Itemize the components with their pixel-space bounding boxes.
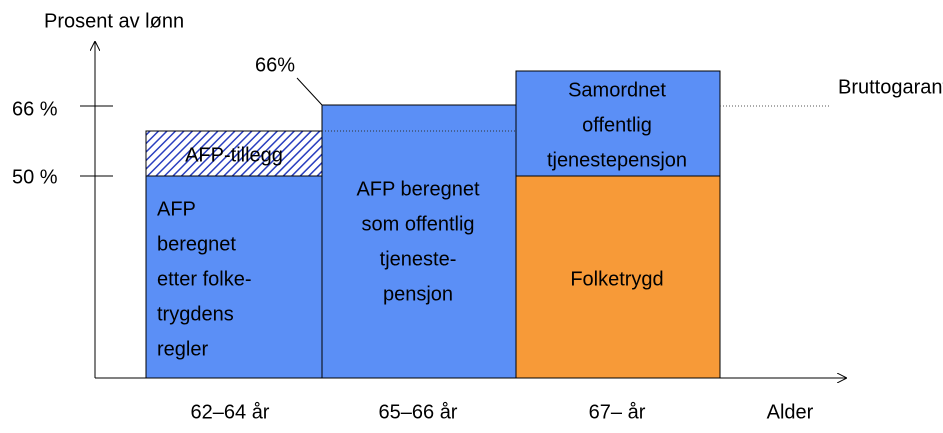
block-label-line: regler	[157, 338, 208, 360]
period-label: 62–64 år	[191, 401, 270, 423]
afp-offentlig-block	[321, 104, 517, 379]
annotation: 66%	[255, 54, 295, 76]
block-label-line: beregnet	[157, 233, 236, 255]
block-label-line: offentlig	[582, 114, 652, 136]
block-label: AFP-tillegg	[185, 144, 283, 166]
multi-line-labels: AFP beregnet etter folke-trygdens regler AFP…	[157, 79, 687, 360]
folketrygd-block	[515, 175, 721, 379]
block-label-line: pensjon	[383, 283, 453, 305]
block-label-line: AFP beregnet	[356, 178, 479, 200]
y-title: Prosent av lønn	[44, 10, 184, 32]
period-label: 67– år	[589, 401, 646, 423]
afp-tillegg-block	[145, 130, 323, 177]
afp-folketrygd-block	[145, 175, 323, 379]
block-label-line: AFP	[157, 198, 196, 220]
annotation: Bruttogaranti	[838, 76, 943, 98]
y-tick-label: 50 %	[12, 166, 58, 188]
block-label-line: trygdens	[157, 303, 234, 325]
block-label-line: som offentlig	[361, 213, 474, 235]
annotation-line	[296, 77, 323, 106]
block-label-line: tjenestepensjon	[547, 149, 687, 171]
period-label: 65–66 år	[379, 401, 458, 423]
samordnet-block	[515, 70, 721, 177]
block-label-line: tjeneste-	[380, 248, 457, 270]
block-label: Folketrygd	[570, 268, 663, 290]
block-label-line: Samordnet	[568, 79, 666, 101]
y-tick-label: 66 %	[12, 98, 58, 120]
block-label-line: etter folke-	[157, 268, 251, 290]
x-title: Alder	[767, 401, 814, 423]
